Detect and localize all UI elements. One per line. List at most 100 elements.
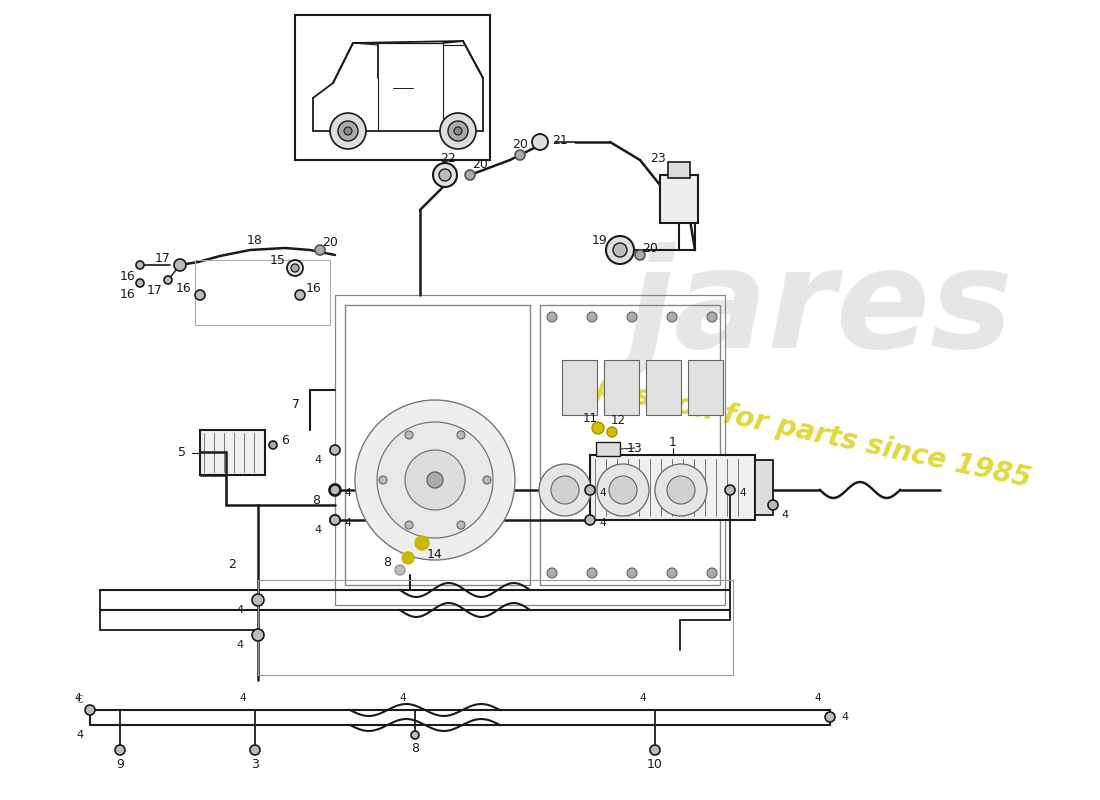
Text: 16: 16 — [120, 287, 136, 301]
Circle shape — [613, 243, 627, 257]
Circle shape — [707, 568, 717, 578]
Circle shape — [250, 745, 260, 755]
Circle shape — [252, 629, 264, 641]
Text: 12: 12 — [610, 414, 626, 426]
Text: 1: 1 — [669, 437, 676, 450]
Text: 13: 13 — [627, 442, 642, 454]
Circle shape — [355, 400, 515, 560]
Circle shape — [667, 568, 676, 578]
Circle shape — [270, 441, 277, 449]
Circle shape — [547, 568, 557, 578]
Circle shape — [667, 312, 676, 322]
Circle shape — [405, 431, 412, 439]
Text: 4: 4 — [236, 640, 243, 650]
Circle shape — [483, 476, 491, 484]
Text: 4: 4 — [600, 518, 606, 528]
Circle shape — [551, 476, 579, 504]
Circle shape — [330, 113, 366, 149]
Text: 3: 3 — [251, 758, 258, 771]
Bar — [755, 460, 773, 515]
Circle shape — [377, 422, 493, 538]
Bar — [200, 430, 265, 475]
Text: 11: 11 — [583, 411, 597, 425]
Circle shape — [654, 464, 707, 516]
Bar — [295, 15, 490, 160]
Text: 17: 17 — [147, 283, 163, 297]
Text: 16: 16 — [306, 282, 322, 294]
Bar — [590, 455, 755, 520]
Text: 4: 4 — [240, 693, 246, 703]
Circle shape — [85, 705, 95, 715]
Circle shape — [433, 163, 456, 187]
Circle shape — [136, 279, 144, 287]
Text: 8: 8 — [312, 494, 320, 506]
Circle shape — [330, 445, 340, 455]
Text: 17: 17 — [155, 251, 170, 265]
Circle shape — [411, 731, 419, 739]
Circle shape — [585, 485, 595, 495]
Circle shape — [725, 485, 735, 495]
Circle shape — [448, 121, 468, 141]
Circle shape — [609, 476, 637, 504]
Text: 22: 22 — [440, 151, 455, 165]
Circle shape — [292, 264, 299, 272]
Text: 14: 14 — [427, 549, 443, 562]
Text: jares: jares — [627, 242, 1013, 378]
Circle shape — [587, 312, 597, 322]
Circle shape — [627, 568, 637, 578]
Text: 20: 20 — [642, 242, 658, 254]
Circle shape — [330, 485, 340, 495]
Circle shape — [395, 565, 405, 575]
Text: 8: 8 — [383, 555, 390, 569]
Text: 4: 4 — [75, 693, 81, 703]
Circle shape — [607, 427, 617, 437]
Bar — [660, 175, 698, 223]
Text: 16: 16 — [176, 282, 191, 294]
Text: 20: 20 — [513, 138, 528, 151]
Circle shape — [440, 113, 476, 149]
Circle shape — [379, 476, 387, 484]
Circle shape — [174, 259, 186, 271]
Circle shape — [547, 312, 557, 322]
Circle shape — [136, 261, 144, 269]
Circle shape — [532, 134, 548, 150]
Bar — [646, 360, 681, 415]
Circle shape — [415, 536, 429, 550]
Circle shape — [427, 472, 443, 488]
Circle shape — [405, 521, 412, 529]
Circle shape — [315, 245, 324, 255]
Bar — [604, 360, 639, 415]
Circle shape — [627, 312, 637, 322]
Circle shape — [465, 170, 475, 180]
Text: 4: 4 — [640, 693, 647, 703]
Circle shape — [768, 500, 778, 510]
Circle shape — [456, 431, 465, 439]
Circle shape — [195, 290, 205, 300]
Circle shape — [287, 260, 303, 276]
Text: 18: 18 — [248, 234, 263, 246]
Bar — [336, 295, 725, 605]
Text: 21: 21 — [552, 134, 568, 146]
Text: 19: 19 — [592, 234, 608, 246]
Circle shape — [707, 312, 717, 322]
Text: 20: 20 — [472, 158, 488, 171]
Text: a passion for parts since 1985: a passion for parts since 1985 — [566, 367, 1034, 493]
Circle shape — [252, 594, 264, 606]
Circle shape — [439, 169, 451, 181]
Circle shape — [585, 515, 595, 525]
Text: 10: 10 — [647, 758, 663, 771]
Circle shape — [405, 450, 465, 510]
Text: 8: 8 — [411, 742, 419, 754]
Text: 6: 6 — [282, 434, 289, 446]
Circle shape — [539, 464, 591, 516]
Circle shape — [515, 150, 525, 160]
Text: 20: 20 — [322, 235, 338, 249]
Text: 4: 4 — [815, 693, 822, 703]
Circle shape — [116, 745, 125, 755]
Circle shape — [587, 568, 597, 578]
Circle shape — [338, 121, 358, 141]
Text: 4: 4 — [315, 525, 321, 535]
Text: 4: 4 — [344, 518, 351, 528]
Circle shape — [592, 422, 604, 434]
Text: 23: 23 — [650, 151, 666, 165]
